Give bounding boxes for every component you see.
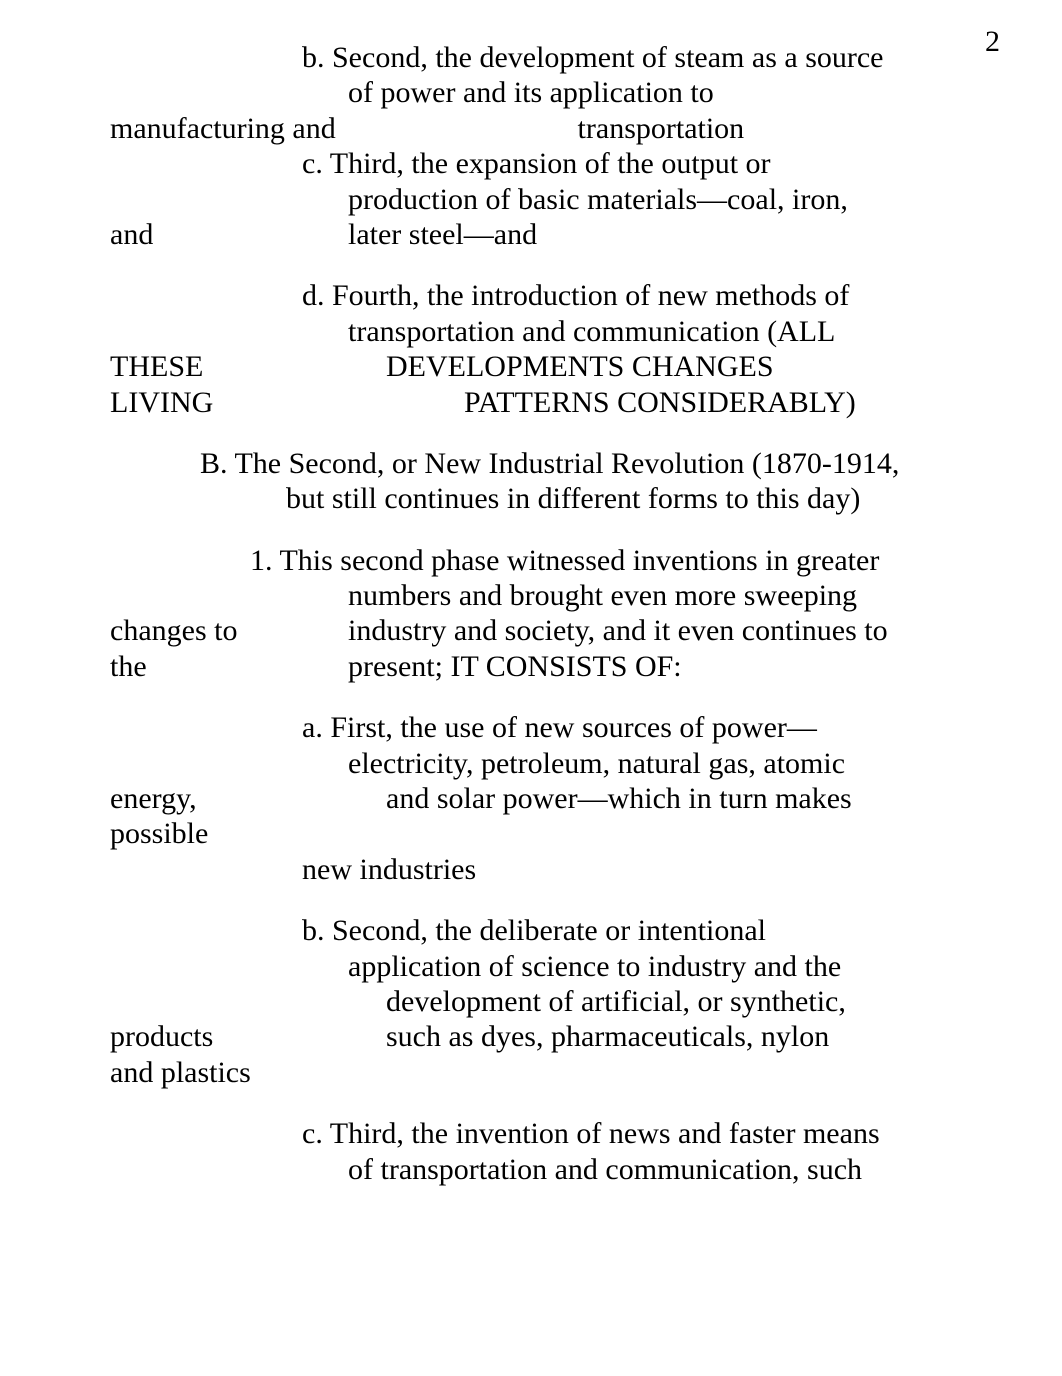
outline-label: LIVING: [110, 385, 464, 420]
outline-line: application of science to industry and t…: [110, 949, 986, 984]
outline-line: manufacturing and transportation: [110, 111, 986, 146]
outline-line: electricity, petroleum, natural gas, ato…: [110, 746, 986, 781]
outline-text: PATTERNS CONSIDERABLY): [464, 385, 986, 420]
page-number: 2: [985, 24, 1000, 59]
outline-line: and plastics: [110, 1055, 986, 1090]
outline-line: but still continues in different forms t…: [110, 481, 986, 516]
outline-line: products such as dyes, pharmaceuticals, …: [110, 1019, 986, 1054]
outline-line: b. Second, the development of steam as a…: [110, 40, 986, 75]
outline-label: THESE: [110, 349, 386, 384]
outline-block-bc: b. Second, the development of steam as a…: [110, 40, 986, 252]
outline-line: c. Third, the expansion of the output or: [110, 146, 986, 181]
outline-text: transportation: [336, 111, 986, 146]
outline-text: industry and society, and it even contin…: [348, 613, 986, 648]
outline-line: THESE DEVELOPMENTS CHANGES: [110, 349, 986, 384]
outline-block-B: B. The Second, or New Industrial Revolut…: [110, 446, 986, 517]
outline-line: 1. This second phase witnessed invention…: [110, 543, 986, 578]
outline-line: and later steel—and: [110, 217, 986, 252]
outline-line: c. Third, the invention of news and fast…: [110, 1116, 986, 1151]
outline-block-b2: b. Second, the deliberate or intentional…: [110, 913, 986, 1090]
outline-line: numbers and brought even more sweeping: [110, 578, 986, 613]
outline-line: development of artificial, or synthetic,: [110, 984, 986, 1019]
outline-text: later steel—and: [348, 217, 986, 252]
outline-label: products: [110, 1019, 386, 1054]
outline-line: energy, and solar power—which in turn ma…: [110, 781, 986, 816]
outline-line: changes to industry and society, and it …: [110, 613, 986, 648]
outline-label: the: [110, 649, 348, 684]
outline-line: production of basic materials—coal, iron…: [110, 182, 986, 217]
outline-line: b. Second, the deliberate or intentional: [110, 913, 986, 948]
outline-block-a: a. First, the use of new sources of powe…: [110, 710, 986, 887]
outline-line: of transportation and communication, suc…: [110, 1152, 986, 1187]
outline-text: present; IT CONSISTS OF:: [348, 649, 986, 684]
outline-text: such as dyes, pharmaceuticals, nylon: [386, 1019, 986, 1054]
outline-block-d: d. Fourth, the introduction of new metho…: [110, 278, 986, 420]
outline-text: DEVELOPMENTS CHANGES: [386, 349, 986, 384]
outline-line: LIVING PATTERNS CONSIDERABLY): [110, 385, 986, 420]
document-page: 2 b. Second, the development of steam as…: [0, 0, 1062, 1376]
outline-block-1: 1. This second phase witnessed invention…: [110, 543, 986, 685]
outline-line: transportation and communication (ALL: [110, 314, 986, 349]
outline-block-c2: c. Third, the invention of news and fast…: [110, 1116, 986, 1187]
outline-text: and solar power—which in turn makes: [386, 781, 986, 816]
outline-label: manufacturing and: [110, 111, 336, 146]
outline-line: of power and its application to: [110, 75, 986, 110]
outline-label: energy,: [110, 781, 386, 816]
outline-line: possible: [110, 816, 986, 851]
outline-line: new industries: [110, 852, 986, 887]
outline-line: a. First, the use of new sources of powe…: [110, 710, 986, 745]
outline-line: B. The Second, or New Industrial Revolut…: [110, 446, 986, 481]
outline-label: and: [110, 217, 348, 252]
outline-label: changes to: [110, 613, 348, 648]
outline-line: the present; IT CONSISTS OF:: [110, 649, 986, 684]
outline-line: d. Fourth, the introduction of new metho…: [110, 278, 986, 313]
